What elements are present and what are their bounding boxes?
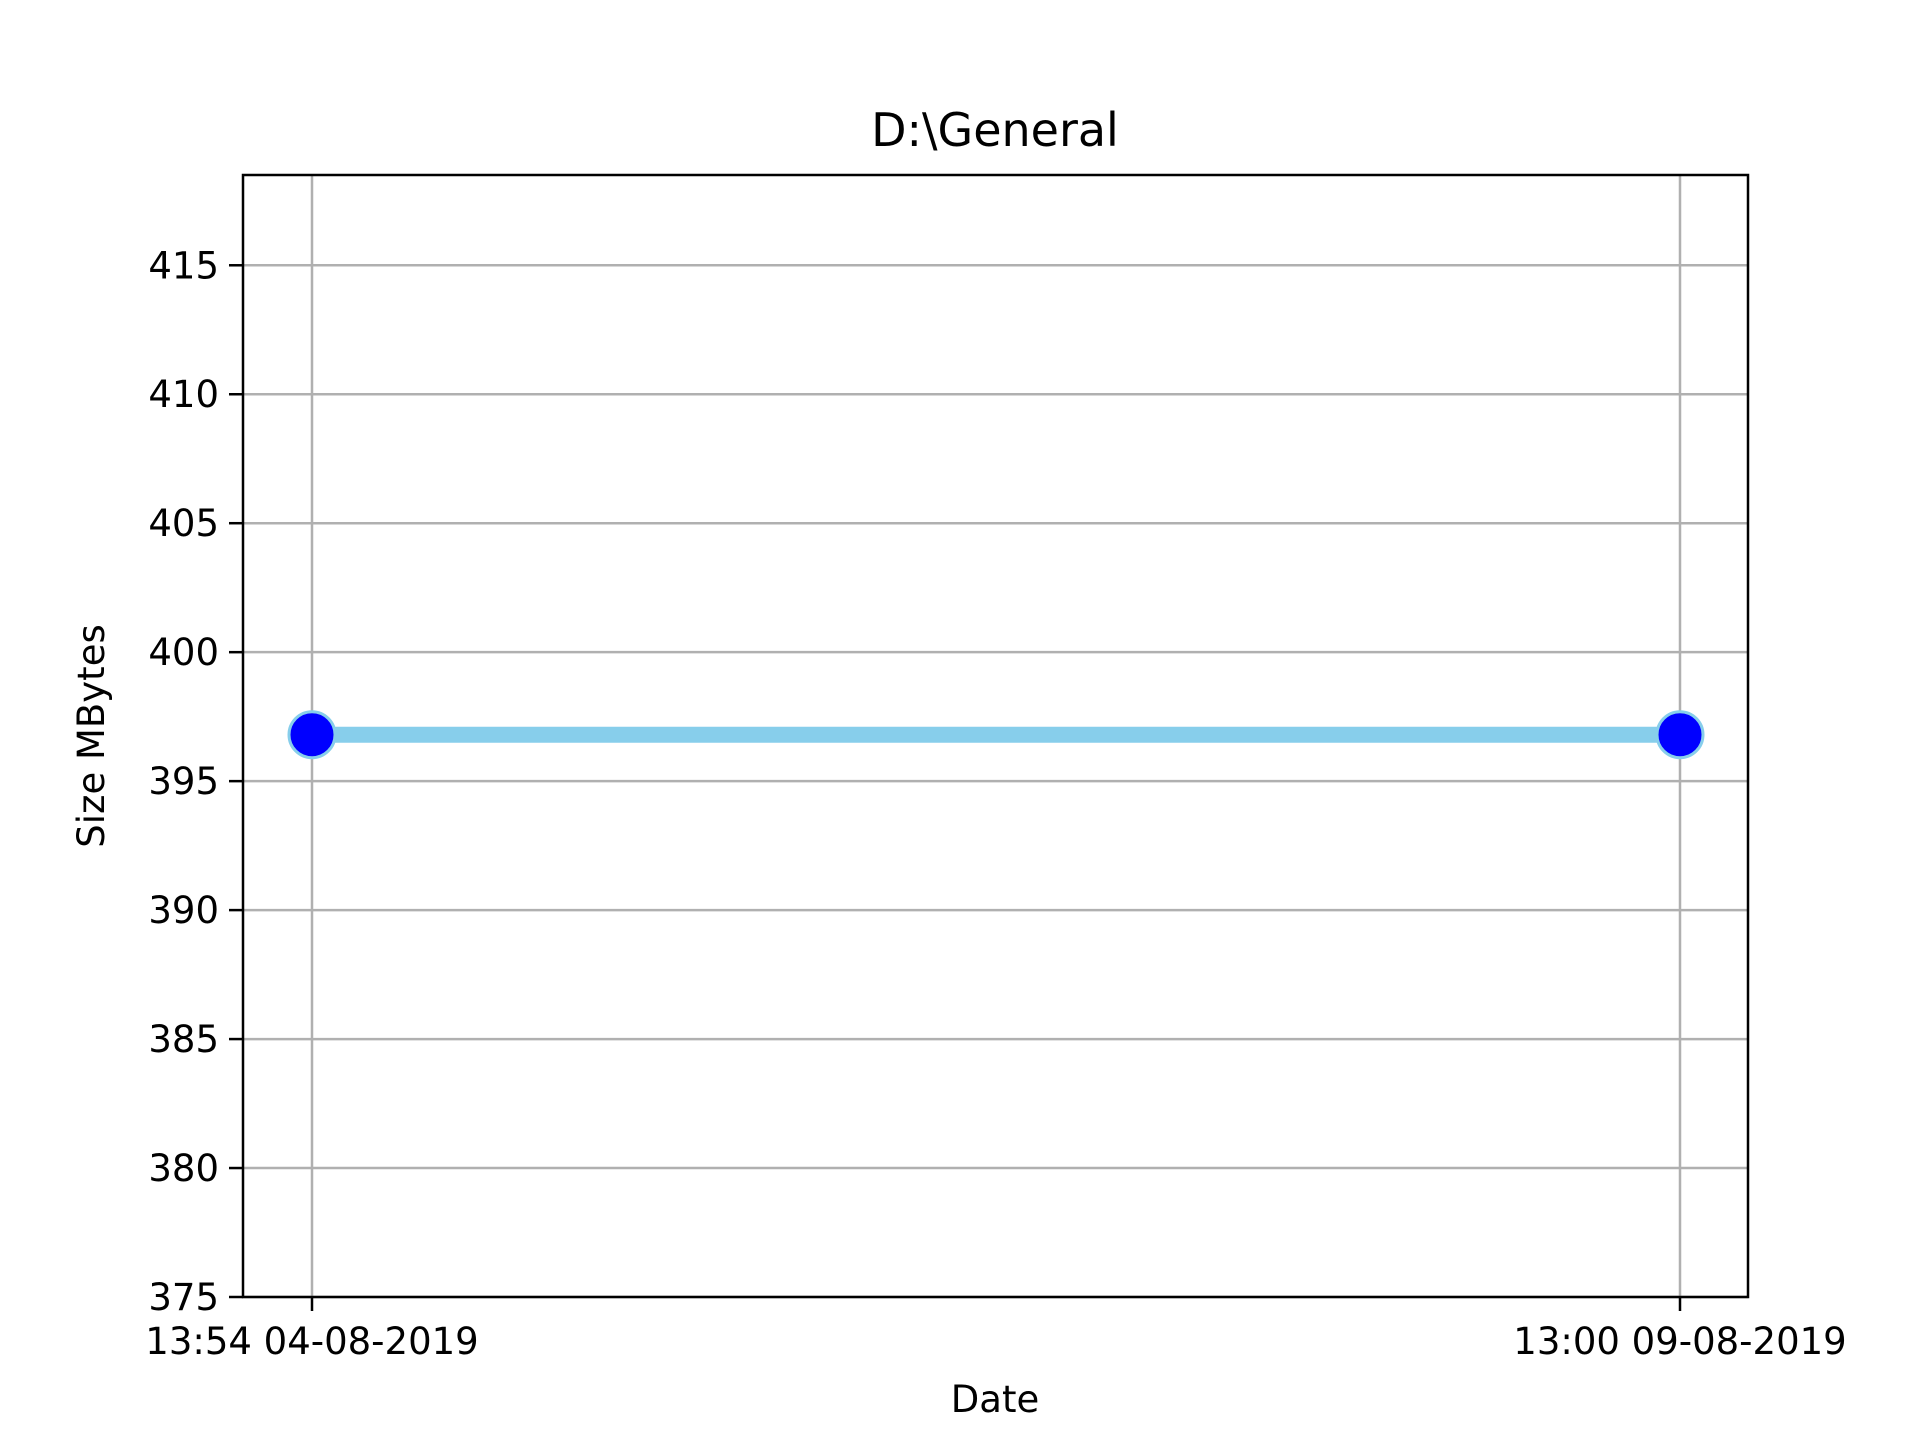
x-axis-label: Date [951,1378,1039,1421]
grid [243,175,1748,1299]
y-tick-label: 395 [148,760,219,803]
y-tick-label: 375 [148,1276,219,1319]
x-tick-label: 13:54 04-08-2019 [145,1320,478,1363]
y-axis-label: Size MBytes [70,624,113,847]
data-point-marker [1655,710,1705,760]
axis-ticks: 375 380 385 390 395 400 405 410 415 13:54 04-08-2… [145,244,1846,1363]
y-tick-label: 400 [148,631,219,674]
y-tick-label: 380 [148,1147,219,1190]
x-tick-label: 13:00 09-08-2019 [1513,1320,1846,1363]
y-tick-label: 415 [148,244,219,287]
series-layer [287,710,1705,760]
data-point-marker [287,710,337,760]
chart-title: D:\General [871,103,1119,157]
y-tick-label: 405 [148,502,219,545]
y-tick-label: 385 [148,1018,219,1061]
axes-frame [241,173,1750,1299]
y-tick-label: 410 [148,373,219,416]
y-tick-label: 390 [148,889,219,932]
